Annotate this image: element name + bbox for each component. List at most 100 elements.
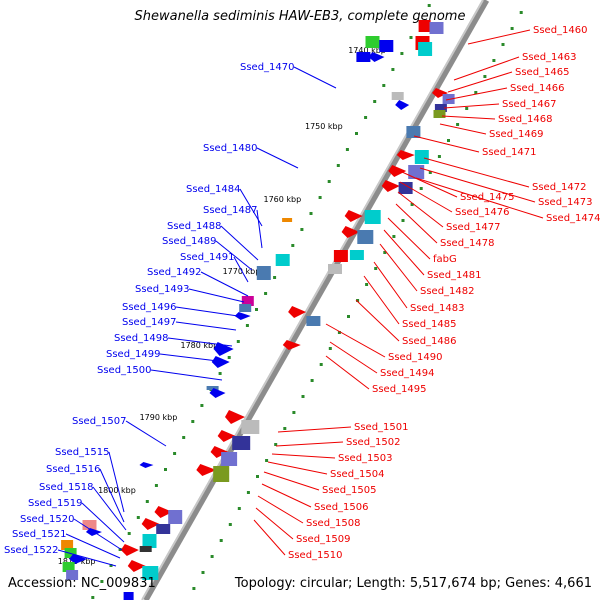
- gc-dot: [164, 468, 167, 471]
- forward-gene-label[interactable]: Ssed_1476: [455, 207, 510, 218]
- gene-feature: [364, 210, 381, 224]
- gc-dot: [365, 283, 369, 286]
- forward-gene-label[interactable]: Ssed_1469: [489, 129, 544, 140]
- gc-dot: [510, 27, 514, 30]
- reverse-gene-label[interactable]: Ssed_1522: [4, 545, 59, 556]
- reverse-gene-leader-line: [215, 240, 253, 271]
- gene-feature: [239, 304, 252, 312]
- reverse-gene-label[interactable]: Ssed_1492: [147, 267, 202, 278]
- forward-gene-label[interactable]: Ssed_1475: [460, 192, 515, 203]
- gene-feature: [82, 520, 97, 530]
- forward-gene-leader-line: [397, 191, 444, 228]
- gene-feature-arrow: [431, 88, 448, 98]
- forward-gene-label[interactable]: Ssed_1505: [322, 485, 377, 496]
- reverse-gene-label[interactable]: Ssed_1500: [97, 365, 152, 376]
- gc-dot: [374, 267, 378, 270]
- reverse-gene-label[interactable]: Ssed_1518: [39, 482, 94, 493]
- forward-gene-leader-line: [325, 355, 370, 390]
- gene-feature: [156, 524, 171, 534]
- reverse-gene-leader-line: [65, 533, 121, 559]
- gene-feature: [429, 22, 444, 34]
- reverse-gene-label[interactable]: Ssed_1488: [167, 221, 222, 232]
- reverse-gene-leader-line: [108, 451, 125, 513]
- reverse-gene-label[interactable]: Ssed_1489: [162, 236, 217, 247]
- reverse-gene-label[interactable]: Ssed_1496: [122, 302, 177, 313]
- reverse-gene-label[interactable]: Ssed_1507: [72, 416, 127, 427]
- reverse-gene-label[interactable]: Ssed_1470: [240, 62, 295, 73]
- forward-gene-leader-line: [383, 229, 425, 276]
- forward-gene-label[interactable]: Ssed_1460: [533, 25, 588, 36]
- forward-gene-label[interactable]: Ssed_1494: [380, 368, 435, 379]
- forward-gene-label[interactable]: Ssed_1501: [354, 422, 409, 433]
- forward-gene-label[interactable]: Ssed_1482: [420, 286, 475, 297]
- reverse-gene-label[interactable]: Ssed_1487: [203, 205, 258, 216]
- forward-gene-label[interactable]: Ssed_1478: [440, 238, 495, 249]
- forward-gene-leader-line: [363, 275, 400, 325]
- gene-feature-arrow: [381, 180, 400, 192]
- reverse-gene-label[interactable]: Ssed_1491: [180, 252, 235, 263]
- reverse-gene-leader-line: [188, 288, 245, 303]
- forward-gene-label[interactable]: Ssed_1471: [482, 147, 537, 158]
- forward-gene-label[interactable]: Ssed_1503: [338, 453, 393, 464]
- gene-feature: [357, 230, 374, 244]
- reverse-gene-label[interactable]: Ssed_1520: [20, 514, 75, 525]
- forward-gene-label[interactable]: Ssed_1481: [427, 270, 482, 281]
- forward-gene-label[interactable]: Ssed_1509: [296, 534, 351, 545]
- gene-feature: [433, 110, 446, 118]
- forward-gene-leader-line: [325, 323, 386, 358]
- forward-gene-label[interactable]: Ssed_1473: [538, 197, 593, 208]
- gc-dot: [300, 228, 304, 231]
- map-title: Shewanella sediminis HAW-EB3, complete g…: [134, 9, 466, 24]
- forward-gene-labels: Ssed_1460 Ssed_1463 Ssed_1465 Ssed_1466 Ssed…: [253, 25, 600, 561]
- forward-gene-leader-line: [387, 217, 431, 260]
- reverse-gene-leader-line: [159, 353, 227, 363]
- forward-gene-label[interactable]: Ssed_1465: [515, 67, 570, 78]
- forward-gene-label[interactable]: Ssed_1477: [446, 222, 501, 233]
- forward-gene-label[interactable]: Ssed_1466: [510, 83, 565, 94]
- gene-feature-arrow: [69, 554, 88, 564]
- reverse-gene-label[interactable]: Ssed_1480: [203, 143, 258, 154]
- forward-gene-label[interactable]: Ssed_1483: [410, 303, 465, 314]
- reverse-gene-label[interactable]: Ssed_1519: [28, 498, 83, 509]
- accession-text: Accession: NC_009831: [8, 576, 156, 591]
- reverse-gene-label[interactable]: Ssed_1497: [122, 317, 177, 328]
- feature-track: [61, 20, 455, 600]
- forward-gene-label[interactable]: Ssed_1490: [388, 352, 443, 363]
- forward-gene-label[interactable]: Ssed_1463: [522, 52, 577, 63]
- reverse-gene-label[interactable]: Ssed_1484: [186, 184, 241, 195]
- forward-gene-label[interactable]: Ssed_1474: [546, 213, 600, 224]
- reverse-gene-label[interactable]: Ssed_1498: [114, 333, 169, 344]
- gc-dot: [283, 427, 287, 430]
- gene-feature-arrow: [282, 340, 301, 350]
- forward-gene-label[interactable]: Ssed_1472: [532, 182, 587, 193]
- forward-gene-label[interactable]: Ssed_1502: [346, 437, 401, 448]
- reverse-gene-leader-line: [220, 225, 259, 261]
- forward-gene-label[interactable]: Ssed_1504: [330, 469, 385, 480]
- forward-gene-label[interactable]: fabG: [433, 254, 457, 265]
- forward-gene-label[interactable]: Ssed_1467: [502, 99, 557, 110]
- forward-gene-label[interactable]: Ssed_1485: [402, 319, 457, 330]
- reverse-gene-label[interactable]: Ssed_1516: [46, 464, 101, 475]
- gc-dot: [182, 436, 186, 439]
- gene-feature: [398, 182, 413, 194]
- gc-dot: [154, 484, 158, 487]
- forward-gene-leader-line: [445, 87, 508, 101]
- forward-gene-label[interactable]: Ssed_1510: [288, 550, 343, 561]
- gc-dot: [382, 84, 386, 87]
- reverse-gene-label[interactable]: Ssed_1521: [12, 529, 67, 540]
- gc-dot: [355, 132, 358, 135]
- gc-dot: [501, 43, 505, 46]
- reverse-gene-leader-line: [92, 486, 127, 531]
- gc-dot: [100, 580, 104, 583]
- forward-gene-leader-line: [399, 181, 453, 213]
- forward-gene-label[interactable]: Ssed_1508: [306, 518, 361, 529]
- forward-gene-label[interactable]: Ssed_1506: [314, 502, 369, 513]
- reverse-gene-label[interactable]: Ssed_1515: [55, 447, 110, 458]
- forward-gene-leader-line: [263, 471, 320, 491]
- forward-gene-label[interactable]: Ssed_1486: [402, 336, 457, 347]
- forward-gene-label[interactable]: Ssed_1468: [498, 114, 553, 125]
- forward-gene-label[interactable]: Ssed_1495: [372, 384, 427, 395]
- reverse-gene-label[interactable]: Ssed_1499: [106, 349, 161, 360]
- reverse-gene-label[interactable]: Ssed_1493: [135, 284, 190, 295]
- forward-gene-leader-line: [271, 453, 336, 459]
